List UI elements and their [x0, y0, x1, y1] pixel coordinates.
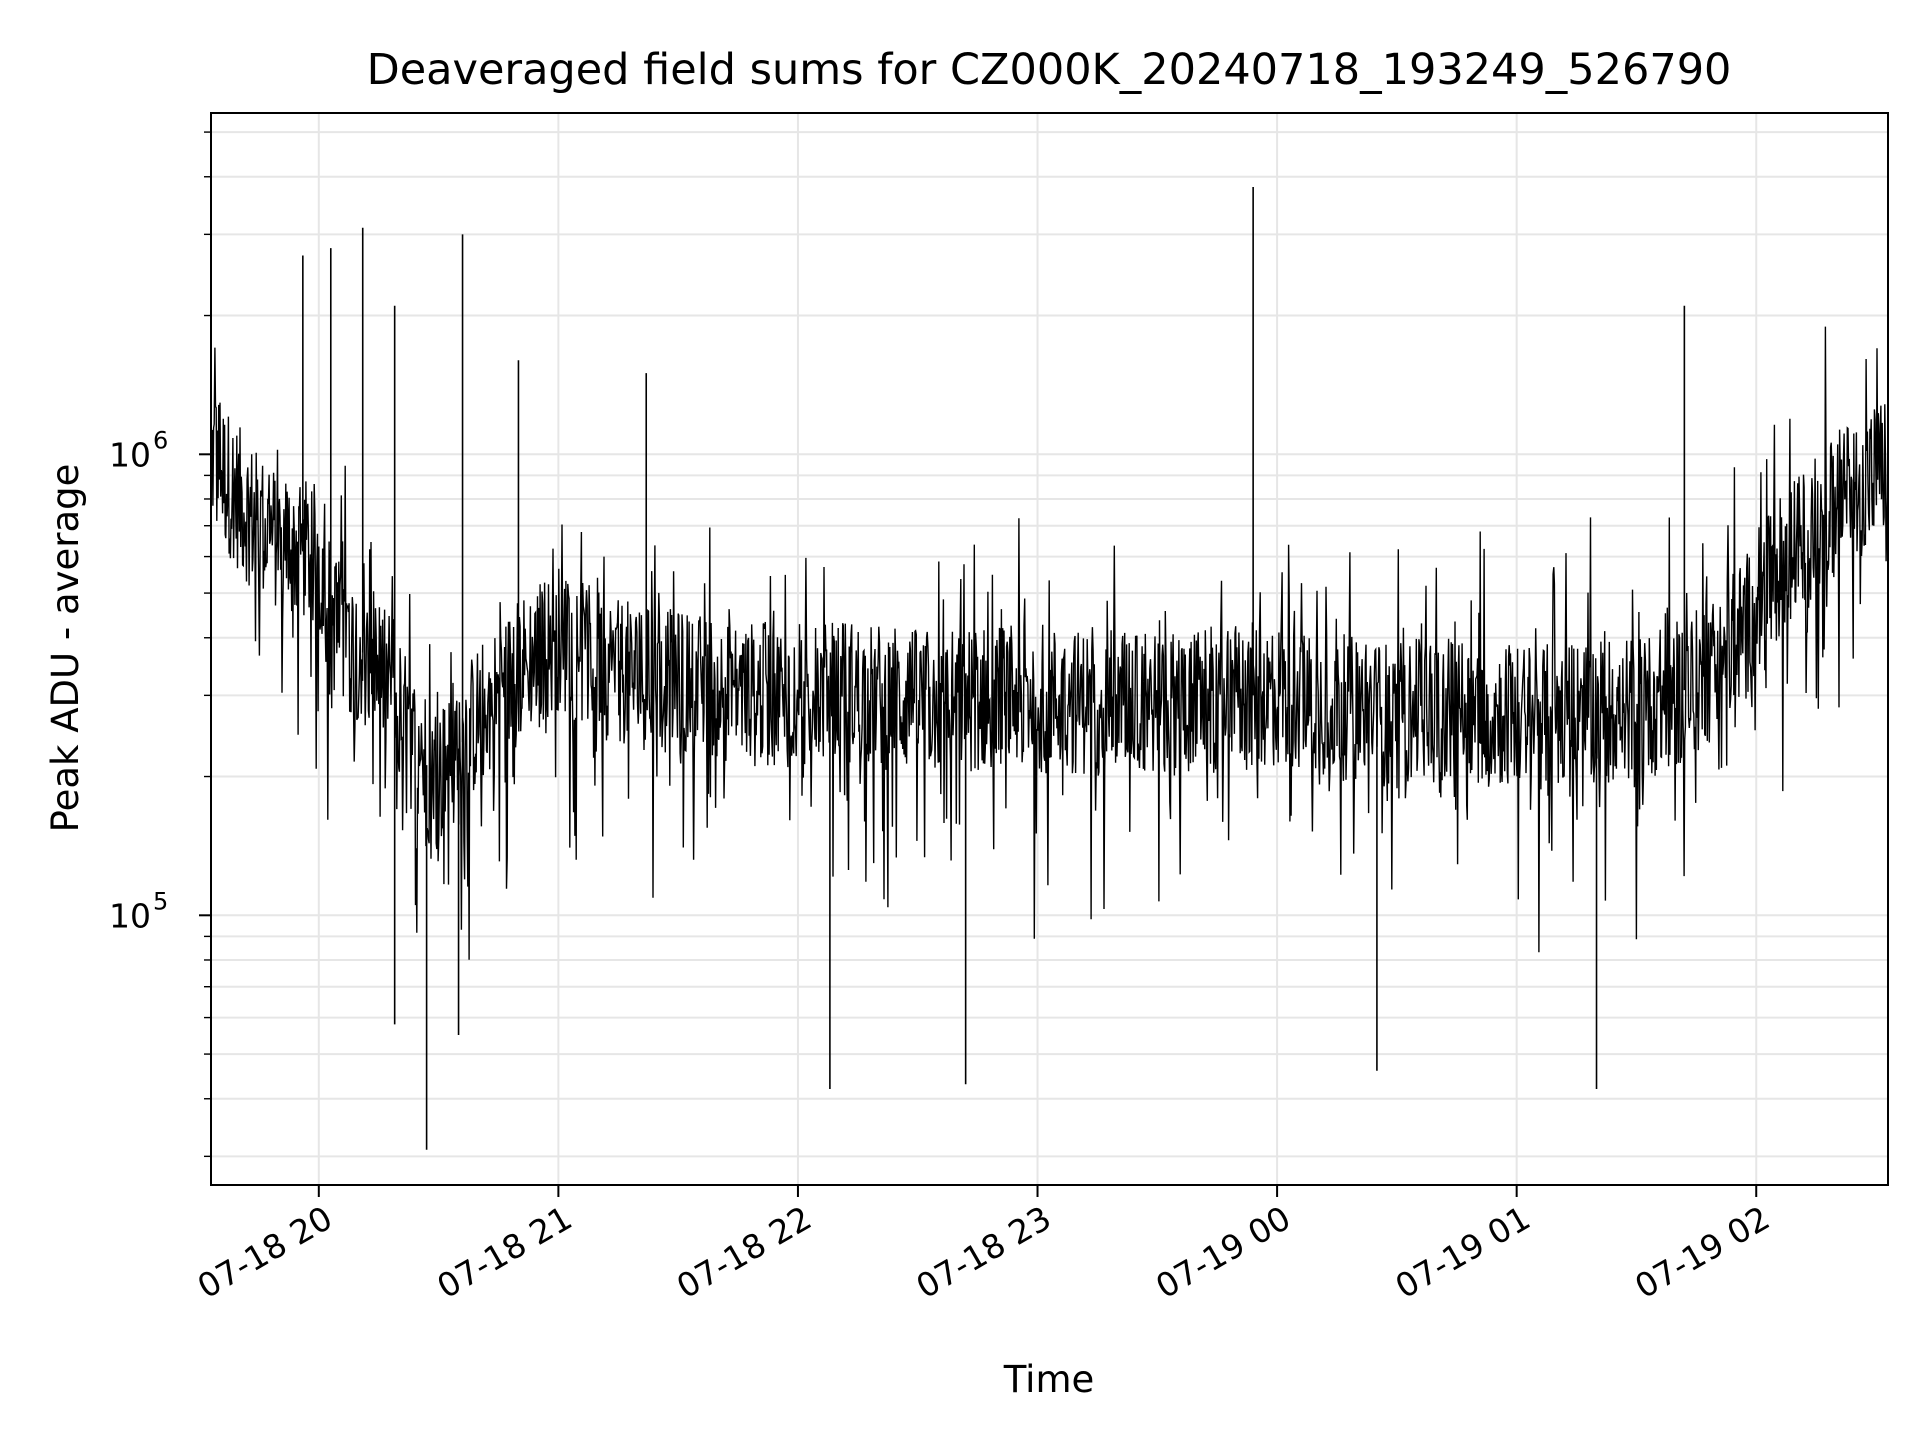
data-layer — [210, 187, 1889, 1150]
y-tick-exponent: 6 — [153, 426, 168, 454]
plot-frame — [210, 112, 1889, 1186]
y-tick-label: 10 — [109, 435, 151, 474]
y-tick-exponent: 5 — [153, 887, 168, 915]
x-axis-label: Time — [1003, 1358, 1095, 1401]
y-tick-label: 10 — [109, 896, 151, 935]
chart-title: Deaveraged field sums for CZ000K_2024071… — [367, 45, 1732, 95]
series-line — [210, 326, 1889, 960]
y-axis-label: Peak ADU - average — [44, 464, 87, 833]
